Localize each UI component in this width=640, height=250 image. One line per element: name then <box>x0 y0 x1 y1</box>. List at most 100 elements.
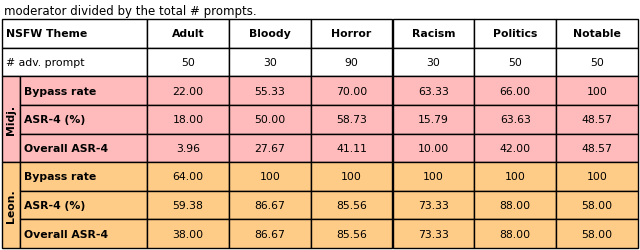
Bar <box>556 162 638 191</box>
Bar <box>556 20 638 48</box>
Text: Adult: Adult <box>172 29 204 39</box>
Text: 85.56: 85.56 <box>336 200 367 210</box>
Text: 3.96: 3.96 <box>176 143 200 153</box>
Bar <box>392 191 474 220</box>
Text: 73.33: 73.33 <box>418 229 449 239</box>
Bar <box>310 134 392 162</box>
Bar <box>229 162 310 191</box>
Text: 85.56: 85.56 <box>336 229 367 239</box>
Text: 48.57: 48.57 <box>582 143 612 153</box>
Bar <box>474 162 556 191</box>
Bar <box>229 48 310 77</box>
Bar <box>20 106 147 134</box>
Text: 100: 100 <box>505 172 525 182</box>
Text: 38.00: 38.00 <box>172 229 204 239</box>
Bar <box>392 220 474 248</box>
Text: 58.73: 58.73 <box>336 115 367 125</box>
Bar <box>20 220 147 248</box>
Bar <box>229 20 310 48</box>
Text: Midj.: Midj. <box>6 105 16 135</box>
Bar <box>310 191 392 220</box>
Bar <box>310 162 392 191</box>
Text: Bypass rate: Bypass rate <box>24 172 96 182</box>
Text: 22.00: 22.00 <box>172 86 204 96</box>
Text: Overall ASR-4: Overall ASR-4 <box>24 229 108 239</box>
Bar <box>229 191 310 220</box>
Text: 58.00: 58.00 <box>582 200 612 210</box>
Bar <box>147 77 229 106</box>
Bar <box>474 191 556 220</box>
Bar <box>310 77 392 106</box>
Bar <box>556 106 638 134</box>
Bar <box>392 162 474 191</box>
Bar <box>2 48 147 77</box>
Text: # adv. prompt: # adv. prompt <box>6 58 84 68</box>
Text: 70.00: 70.00 <box>336 86 367 96</box>
Bar <box>310 48 392 77</box>
Text: 100: 100 <box>423 172 444 182</box>
Bar <box>474 134 556 162</box>
Text: 27.67: 27.67 <box>254 143 285 153</box>
Text: 64.00: 64.00 <box>172 172 204 182</box>
Bar <box>392 48 474 77</box>
Bar <box>556 77 638 106</box>
Bar <box>310 220 392 248</box>
Text: 15.79: 15.79 <box>418 115 449 125</box>
Text: ASR-4 (%): ASR-4 (%) <box>24 200 85 210</box>
Text: 63.63: 63.63 <box>500 115 531 125</box>
Text: 90: 90 <box>345 58 358 68</box>
Text: 88.00: 88.00 <box>500 229 531 239</box>
Bar <box>147 220 229 248</box>
Text: 50: 50 <box>508 58 522 68</box>
Bar <box>556 220 638 248</box>
Text: 100: 100 <box>341 172 362 182</box>
Text: Bloody: Bloody <box>249 29 291 39</box>
Text: 50.00: 50.00 <box>254 115 285 125</box>
Bar <box>474 106 556 134</box>
Bar <box>474 77 556 106</box>
Bar <box>20 77 147 106</box>
Bar <box>2 162 20 248</box>
Bar <box>310 106 392 134</box>
Bar <box>474 48 556 77</box>
Text: 50: 50 <box>181 58 195 68</box>
Bar <box>20 162 147 191</box>
Bar <box>229 134 310 162</box>
Text: 63.33: 63.33 <box>418 86 449 96</box>
Bar <box>556 48 638 77</box>
Bar <box>310 20 392 48</box>
Text: 10.00: 10.00 <box>418 143 449 153</box>
Text: Notable: Notable <box>573 29 621 39</box>
Text: 30: 30 <box>426 58 440 68</box>
Bar <box>474 220 556 248</box>
Bar <box>392 134 474 162</box>
Bar <box>147 191 229 220</box>
Bar <box>147 162 229 191</box>
Text: 48.57: 48.57 <box>582 115 612 125</box>
Bar <box>556 191 638 220</box>
Text: Leon.: Leon. <box>6 188 16 222</box>
Text: Politics: Politics <box>493 29 538 39</box>
Text: 73.33: 73.33 <box>418 200 449 210</box>
Text: 66.00: 66.00 <box>500 86 531 96</box>
Text: ASR-4 (%): ASR-4 (%) <box>24 115 85 125</box>
Bar <box>147 106 229 134</box>
Text: Racism: Racism <box>412 29 455 39</box>
Text: 30: 30 <box>263 58 276 68</box>
Text: 100: 100 <box>587 86 607 96</box>
Bar <box>2 20 147 48</box>
Text: Horror: Horror <box>332 29 372 39</box>
Text: 50: 50 <box>590 58 604 68</box>
Bar <box>392 20 474 48</box>
Bar <box>147 134 229 162</box>
Text: 86.67: 86.67 <box>254 229 285 239</box>
Bar <box>229 220 310 248</box>
Bar <box>392 77 474 106</box>
Text: Bypass rate: Bypass rate <box>24 86 96 96</box>
Bar <box>20 134 147 162</box>
Text: 18.00: 18.00 <box>172 115 204 125</box>
Bar <box>474 20 556 48</box>
Bar <box>556 134 638 162</box>
Text: 55.33: 55.33 <box>254 86 285 96</box>
Text: 88.00: 88.00 <box>500 200 531 210</box>
